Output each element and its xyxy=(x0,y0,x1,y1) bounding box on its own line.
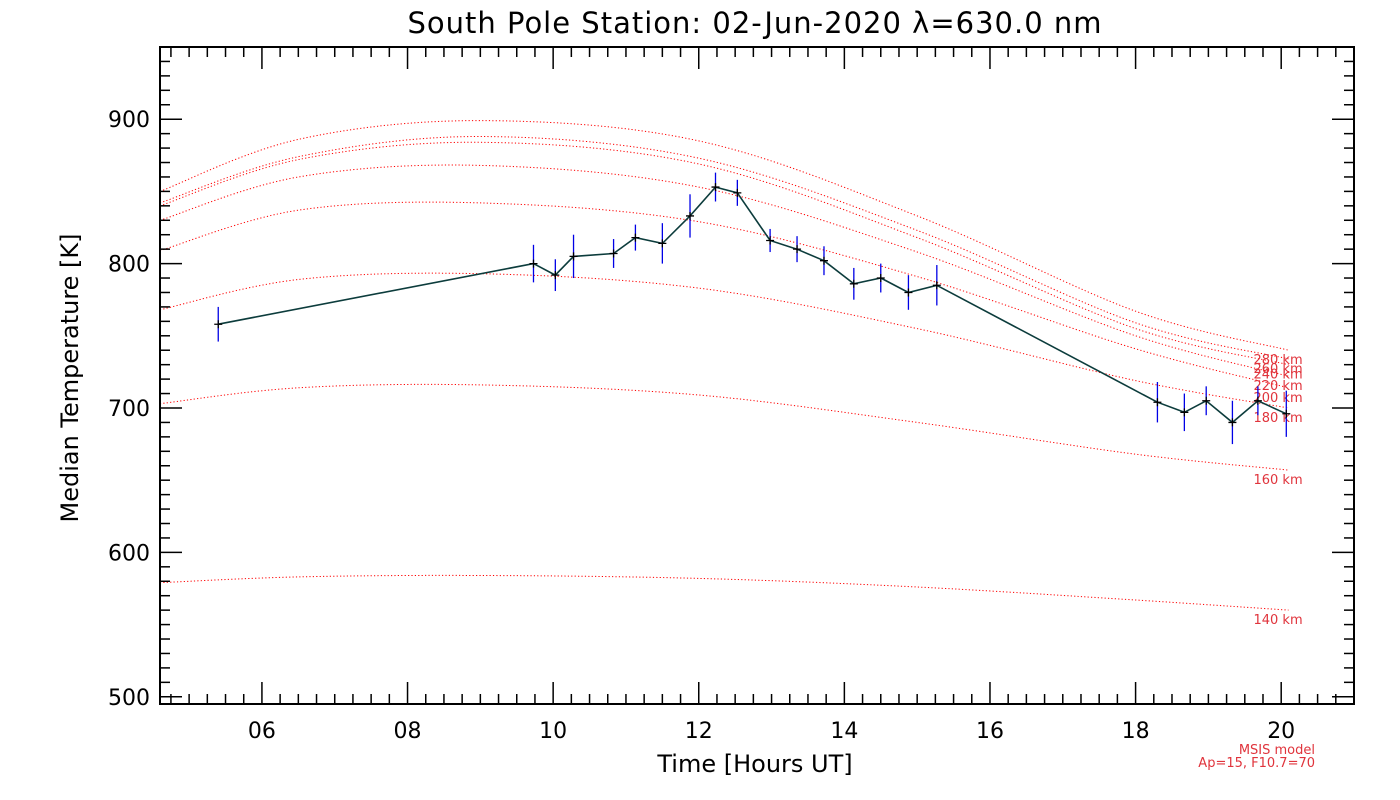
data-point xyxy=(609,249,618,258)
data-point xyxy=(1253,396,1262,405)
data-point xyxy=(1282,409,1291,418)
model-curve-220-km xyxy=(159,164,1289,377)
model-curve-280-km xyxy=(159,120,1289,351)
x-tick-label: 20 xyxy=(1267,719,1295,744)
data-series xyxy=(214,172,1291,445)
data-point xyxy=(529,259,538,268)
model-label-180-km: 180 km xyxy=(1253,411,1302,426)
x-tick-label: 18 xyxy=(1122,719,1150,744)
data-point xyxy=(711,183,720,192)
data-point xyxy=(932,281,941,290)
data-point xyxy=(214,320,223,329)
model-curve-180-km xyxy=(159,272,1289,409)
y-tick-label: 500 xyxy=(108,686,150,711)
data-line xyxy=(218,186,1287,424)
x-tick-label: 06 xyxy=(248,719,276,744)
model-label-160-km: 160 km xyxy=(1253,473,1302,488)
x-tick-label: 14 xyxy=(830,719,858,744)
data-point xyxy=(1202,396,1211,405)
data-point xyxy=(766,236,775,245)
x-tick-label: 10 xyxy=(539,719,567,744)
x-axis-label: Time [Hours UT] xyxy=(656,750,852,778)
y-axis-label: Median Temperature [K] xyxy=(56,233,84,522)
model-curve-140-km xyxy=(159,574,1289,611)
data-point xyxy=(904,288,913,297)
data-point xyxy=(569,252,578,261)
model-curve-260-km xyxy=(159,135,1289,360)
model-curve-240-km xyxy=(159,141,1289,366)
x-tick-label: 16 xyxy=(976,719,1004,744)
y-tick-label: 600 xyxy=(108,541,150,566)
axis-ticks xyxy=(160,46,1355,704)
model-label-260-km: 260 km xyxy=(1253,362,1302,377)
y-tick-label: 800 xyxy=(108,253,150,278)
data-point xyxy=(658,239,667,248)
data-point xyxy=(1153,398,1162,407)
data-point xyxy=(876,274,885,283)
data-point xyxy=(819,256,828,265)
data-point xyxy=(849,279,858,288)
data-point xyxy=(551,271,560,280)
model-note-params: Ap=15, F10.7=70 xyxy=(1198,756,1315,771)
data-point xyxy=(1180,408,1189,417)
model-label-200-km: 200 km xyxy=(1253,391,1302,406)
chart-title: South Pole Station: 02-Jun-2020 λ=630.0 … xyxy=(407,6,1102,40)
model-label-280-km: 280 km xyxy=(1253,353,1302,368)
model-label-240-km: 240 km xyxy=(1253,368,1302,383)
data-point xyxy=(793,245,802,254)
model-label-220-km: 220 km xyxy=(1253,379,1302,394)
data-point xyxy=(631,233,640,242)
model-curve-160-km xyxy=(159,383,1289,471)
y-tick-label: 900 xyxy=(108,108,150,133)
data-point xyxy=(686,211,695,220)
x-tick-label: 12 xyxy=(685,719,713,744)
x-tick-label: 08 xyxy=(394,719,422,744)
data-point xyxy=(1228,418,1237,427)
model-curves xyxy=(159,120,1289,611)
axis-tick-labels: 06 08 10 12 14 16 18 20 500 600 700 800 900 xyxy=(108,108,1295,744)
model-curve-200-km xyxy=(159,201,1289,389)
model-label-140-km: 140 km xyxy=(1253,613,1302,628)
model-note-name: MSIS model xyxy=(1239,743,1315,758)
data-point xyxy=(733,188,742,197)
y-tick-label: 700 xyxy=(108,397,150,422)
plot-frame xyxy=(159,46,1355,705)
